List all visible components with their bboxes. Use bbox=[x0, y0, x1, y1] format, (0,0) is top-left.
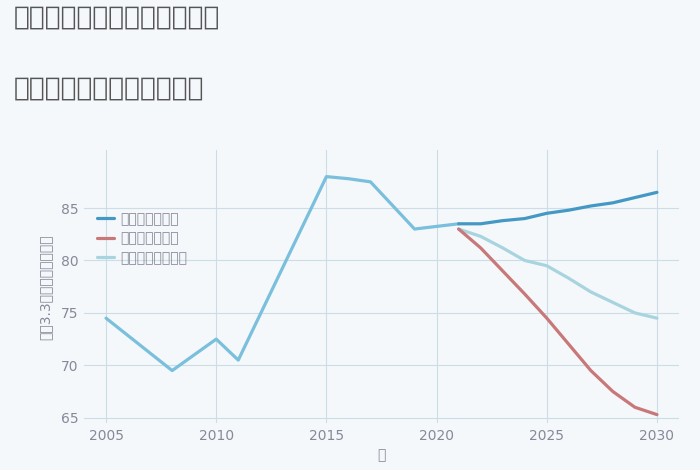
ノーマルシナリオ bbox=[565, 275, 573, 281]
ノーマルシナリオ bbox=[521, 258, 529, 263]
バッドシナリオ bbox=[609, 389, 617, 394]
グッドシナリオ bbox=[542, 211, 551, 216]
ノーマルシナリオ bbox=[609, 299, 617, 305]
グッドシナリオ bbox=[521, 216, 529, 221]
グッドシナリオ bbox=[631, 195, 639, 200]
グッドシナリオ bbox=[587, 203, 595, 209]
Text: 千葉県千葉市若葉区下泉町の: 千葉県千葉市若葉区下泉町の bbox=[14, 5, 220, 31]
バッドシナリオ bbox=[565, 342, 573, 347]
グッドシナリオ bbox=[653, 189, 662, 195]
バッドシナリオ bbox=[498, 268, 507, 274]
ノーマルシナリオ bbox=[587, 289, 595, 295]
X-axis label: 年: 年 bbox=[377, 448, 386, 462]
Line: ノーマルシナリオ: ノーマルシナリオ bbox=[458, 229, 657, 318]
ノーマルシナリオ bbox=[498, 245, 507, 251]
Line: バッドシナリオ: バッドシナリオ bbox=[458, 229, 657, 415]
バッドシナリオ bbox=[653, 412, 662, 417]
バッドシナリオ bbox=[631, 405, 639, 410]
グッドシナリオ bbox=[609, 200, 617, 206]
ノーマルシナリオ bbox=[477, 234, 485, 239]
グッドシナリオ bbox=[565, 207, 573, 213]
グッドシナリオ bbox=[477, 221, 485, 227]
バッドシナリオ bbox=[587, 368, 595, 373]
ノーマルシナリオ bbox=[454, 226, 463, 232]
バッドシナリオ bbox=[542, 315, 551, 321]
バッドシナリオ bbox=[477, 245, 485, 251]
Y-axis label: 坪（3.3㎡）単価（万円）: 坪（3.3㎡）単価（万円） bbox=[38, 234, 52, 339]
バッドシナリオ bbox=[521, 291, 529, 297]
グッドシナリオ bbox=[498, 218, 507, 223]
ノーマルシナリオ bbox=[542, 263, 551, 268]
グッドシナリオ bbox=[454, 221, 463, 227]
Text: 中古マンションの価格推移: 中古マンションの価格推移 bbox=[14, 75, 204, 101]
バッドシナリオ bbox=[454, 226, 463, 232]
ノーマルシナリオ bbox=[653, 315, 662, 321]
ノーマルシナリオ bbox=[631, 310, 639, 316]
Legend: グッドシナリオ, バッドシナリオ, ノーマルシナリオ: グッドシナリオ, バッドシナリオ, ノーマルシナリオ bbox=[97, 212, 188, 265]
Line: グッドシナリオ: グッドシナリオ bbox=[458, 192, 657, 224]
